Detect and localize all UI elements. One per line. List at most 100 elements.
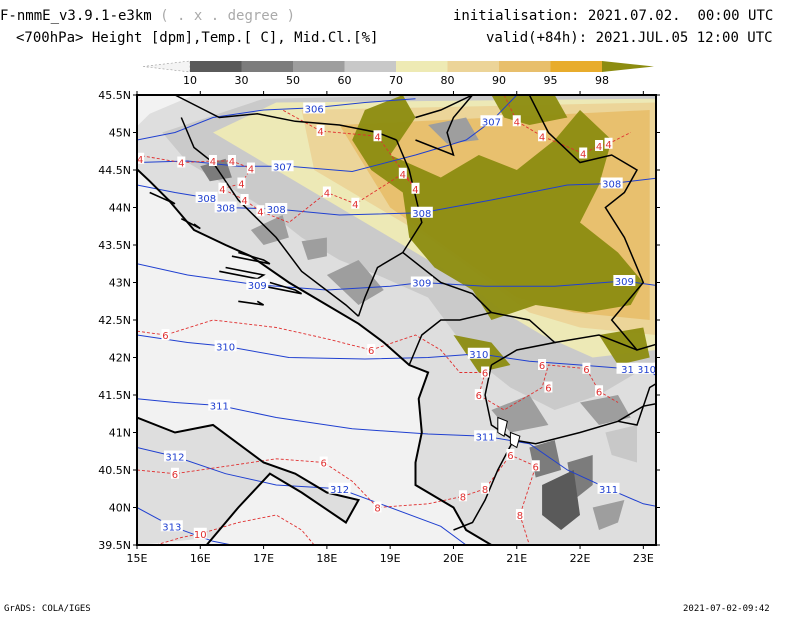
height-label-bg xyxy=(410,276,433,288)
temp-label-bg xyxy=(512,115,521,127)
temp-contour-label: 6 xyxy=(162,331,168,342)
temp-contour-label: 4 xyxy=(219,185,225,196)
temp-contour-label: 4 xyxy=(317,127,323,138)
temp-label-bg xyxy=(411,182,420,194)
height-contour-label: 309 xyxy=(248,281,267,292)
colorbar-tick-label: 95 xyxy=(544,74,558,87)
cloud-patch xyxy=(542,470,580,530)
temp-label-bg xyxy=(595,385,604,397)
island-outline xyxy=(238,300,265,306)
temp-label-bg xyxy=(582,362,591,374)
colorbar-low-arrow xyxy=(142,60,191,73)
height-label-bg xyxy=(328,482,351,494)
colorbar-segment xyxy=(499,61,551,72)
temp-label-bg xyxy=(481,366,490,378)
temp-contour-label: 10 xyxy=(194,530,207,541)
temp-contour-label: 4 xyxy=(257,207,263,218)
lon-label: 23E xyxy=(633,552,654,565)
island-outline xyxy=(231,251,271,265)
cloud-patch xyxy=(301,237,327,260)
temp-label-bg xyxy=(531,460,540,472)
lon-label: 16E xyxy=(190,552,211,565)
colorbar-segment xyxy=(190,61,242,72)
height-label-bg xyxy=(195,191,218,203)
height-contour-label: 307 xyxy=(482,117,501,128)
temp-label-bg xyxy=(538,359,547,370)
cloud-patch xyxy=(605,425,637,463)
lat-label: 40.5N xyxy=(98,464,131,477)
country-border xyxy=(180,117,360,317)
temp-label-bg xyxy=(373,130,382,142)
height-contour-line xyxy=(137,263,656,291)
temp-contour-label: 4 xyxy=(596,142,602,153)
footer-timestamp: 2021-07-02-09:42 xyxy=(683,604,770,614)
height-label-bg xyxy=(265,203,288,214)
temp-contour-line xyxy=(137,319,619,411)
country-border xyxy=(554,334,638,351)
temp-label-bg xyxy=(256,205,265,217)
italy-land xyxy=(137,417,359,545)
temp-contour-line xyxy=(155,514,315,545)
height-contour-line xyxy=(137,95,518,173)
island-outline xyxy=(219,266,266,280)
temp-contour-label: 4 xyxy=(539,132,545,143)
cloud-area xyxy=(352,95,644,320)
temp-contour-label: 6 xyxy=(539,361,545,372)
valid-value: 2021.JUL.05 12:00 UTC xyxy=(595,30,773,46)
cloud-patch xyxy=(428,117,479,144)
height-contour-label: 308 xyxy=(216,204,235,215)
temp-contour-label: 6 xyxy=(583,365,589,376)
height-contour-line xyxy=(137,98,416,141)
height-label-bg xyxy=(616,362,639,374)
height-label-bg xyxy=(467,347,490,359)
country-border xyxy=(484,364,656,445)
temp-contour-label: 6 xyxy=(172,470,178,481)
height-contour-label: 311 xyxy=(476,432,495,443)
height-label-bg xyxy=(214,340,237,352)
country-borders xyxy=(137,95,656,545)
temp-label-bg xyxy=(137,152,145,164)
height-label-bg xyxy=(160,520,183,532)
temp-label-bg xyxy=(481,482,490,494)
island-outline xyxy=(263,281,303,295)
lat-label: 43.5N xyxy=(98,239,131,252)
temp-contour-label: 6 xyxy=(596,387,602,398)
lat-label: 40N xyxy=(109,502,131,515)
temp-contour-label: 4 xyxy=(210,157,216,168)
height-label-bg xyxy=(474,430,497,442)
temp-contour-label: 4 xyxy=(514,117,520,128)
country-border xyxy=(453,439,515,531)
temp-label-bg xyxy=(373,501,382,513)
height-label-bg xyxy=(597,482,620,494)
height-label-bg xyxy=(635,362,656,374)
temp-contour-label: 6 xyxy=(533,462,539,473)
temp-contour-label: 4 xyxy=(352,200,358,211)
colorbar-tick-label: 10 xyxy=(183,74,197,87)
height-label-bg xyxy=(246,278,269,290)
temp-label-bg xyxy=(237,177,246,189)
height-contour-label: 310 xyxy=(216,342,235,353)
height-contour-label: 308 xyxy=(267,205,286,216)
height-label-bg xyxy=(271,160,294,172)
temp-contour-label: 6 xyxy=(321,459,327,470)
cloud-area xyxy=(599,327,650,365)
temp-contour-label: 4 xyxy=(238,180,244,191)
lat-label: 42N xyxy=(109,352,131,365)
island-outline xyxy=(149,191,176,205)
temp-label-bg xyxy=(322,186,331,198)
colorbar-tick-label: 30 xyxy=(235,74,249,87)
temp-label-bg xyxy=(161,329,170,340)
lat-label: 44N xyxy=(109,202,131,215)
colorbar-segment xyxy=(344,61,396,72)
lat-label: 41N xyxy=(109,427,131,440)
lon-label: 18E xyxy=(316,552,337,565)
temp-label-bg xyxy=(538,130,547,142)
temp-contour-label: 6 xyxy=(368,346,374,357)
height-contour-label: 308 xyxy=(197,194,216,205)
height-contour-label: 307 xyxy=(273,162,292,173)
grid-note: ( . x . degree ) xyxy=(160,8,296,24)
height-contour-label: 308 xyxy=(602,180,621,191)
height-contour-label: 309 xyxy=(412,279,431,290)
